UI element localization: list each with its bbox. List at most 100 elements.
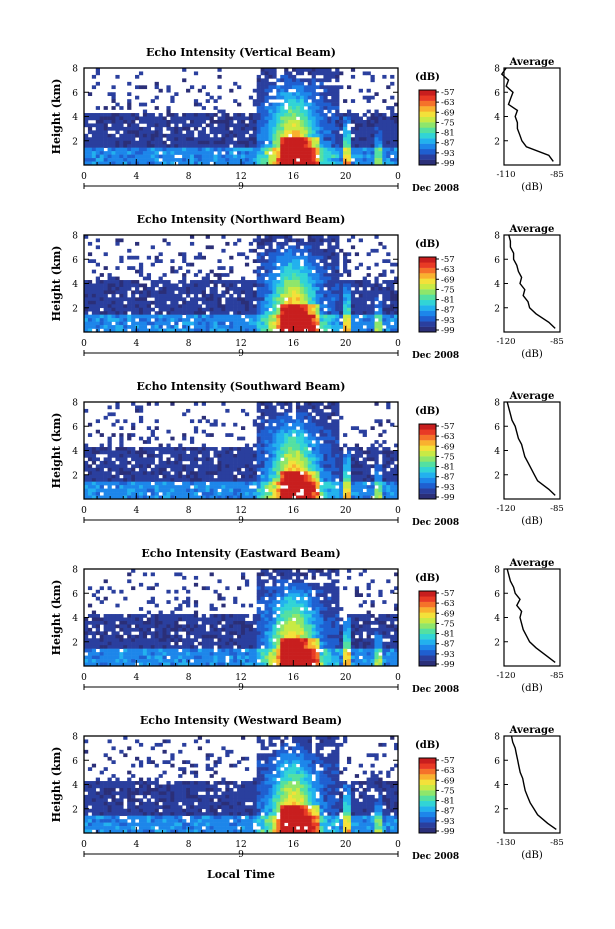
colorbar-frame [418, 89, 437, 166]
heatmap-cell [138, 307, 144, 312]
heatmap-cell [197, 311, 203, 315]
heatmap-cell [366, 137, 371, 142]
heatmap-cell [127, 158, 132, 162]
heatmap-cell [115, 241, 120, 246]
heatmap-cell [244, 488, 250, 493]
heatmap-cell [319, 429, 324, 434]
heatmap-cell [260, 488, 265, 493]
heatmap-cell [331, 579, 336, 584]
heatmap-cell [135, 328, 140, 333]
heatmap-cell [87, 614, 93, 618]
heatmap-cell [295, 440, 301, 444]
heatmap-cell [303, 314, 309, 319]
heatmap-cell [138, 453, 144, 458]
colorbar-swatch [419, 138, 436, 144]
heatmap-cell [217, 140, 222, 145]
heatmap-cell [127, 81, 132, 86]
heatmap-cell [319, 318, 324, 322]
colorbar-swatch [419, 111, 436, 117]
heatmap-cell [319, 450, 324, 455]
heatmap-cell [170, 137, 175, 142]
heatmap-cell [162, 307, 167, 312]
heatmap-cell [284, 144, 289, 148]
heatmap-cell [229, 485, 234, 489]
heatmap-cell [237, 102, 242, 107]
heatmap-cell [103, 328, 108, 333]
heatmap-cell [335, 481, 340, 486]
heatmap-cell [95, 311, 100, 315]
heatmap-cell [123, 137, 128, 142]
heatmap-cell [303, 457, 309, 462]
heatmap-cell [91, 488, 97, 493]
heatmap-cell [386, 321, 391, 326]
heatmap-cell [84, 304, 89, 309]
heatmap-cell [292, 596, 297, 601]
heatmap-cell [248, 248, 254, 253]
heatmap-cell [111, 318, 116, 322]
heatmap-cell [319, 586, 324, 591]
heatmap-cell [260, 78, 265, 83]
heatmap-cell [229, 453, 234, 458]
heatmap-cell [123, 457, 128, 462]
heatmap-cell [343, 123, 348, 128]
heatmap-cell [201, 467, 206, 472]
heatmap-cell [280, 78, 285, 83]
heatmap-cell [107, 412, 112, 417]
heatmap-cell [95, 276, 100, 281]
heatmap-cell [138, 474, 144, 479]
heatmap-cell [256, 81, 261, 86]
heatmap-cell [319, 589, 324, 594]
heatmap-cell [107, 460, 112, 465]
heatmap-cell [307, 130, 312, 135]
heatmap-cell [358, 137, 363, 142]
heatmap-cell [339, 280, 344, 284]
heatmap-cell [244, 450, 250, 455]
heatmap-cell [327, 252, 332, 257]
beam-panel-1: Echo Intensity (Northward Beam)2468Heigh… [50, 213, 564, 361]
heatmap-cell [331, 433, 336, 437]
heatmap-cell [189, 436, 195, 441]
heatmap-cell [288, 130, 293, 135]
heatmap-cell [288, 467, 293, 472]
heatmap-cell [311, 144, 316, 148]
heatmap-cell [331, 582, 336, 587]
heatmap-cell [84, 116, 89, 121]
heatmap-cell [272, 283, 277, 288]
heatmap-cell [84, 161, 89, 166]
heatmap-cell [256, 123, 261, 128]
heatmap-cell [280, 151, 285, 155]
heatmap-cell [256, 99, 261, 103]
heatmap-cell [178, 572, 183, 577]
heatmap-cell [107, 297, 112, 302]
heatmap-cell [237, 151, 242, 155]
heatmap-cell [276, 572, 281, 577]
heatmap-cell [343, 495, 348, 500]
heatmap-cell [107, 328, 112, 333]
heatmap-cell [366, 450, 371, 455]
heatmap-cell [315, 113, 320, 117]
heatmap-cell [295, 262, 301, 267]
heatmap-cell [264, 579, 269, 584]
heatmap-cell [260, 589, 265, 594]
heatmap-cell [154, 130, 159, 135]
heatmap-cell [378, 589, 383, 594]
x-tick-label: 4 [133, 506, 139, 516]
heatmap-cell [131, 481, 136, 486]
heatmap-cell [264, 412, 269, 417]
heatmap-cell [123, 158, 128, 162]
x-tick-label: 0 [81, 506, 87, 516]
heatmap-cell [311, 290, 316, 295]
heatmap-cell [319, 412, 324, 417]
heatmap-cell [362, 471, 367, 476]
heatmap-cell [99, 478, 104, 482]
heatmap-cell [205, 307, 210, 312]
heatmap-cell [280, 255, 285, 260]
heatmap-cell [244, 123, 250, 128]
heatmap-cell [307, 144, 312, 148]
heatmap-cell [264, 314, 269, 319]
heatmap-cell [256, 130, 261, 135]
heatmap-cell [327, 126, 332, 131]
heatmap-cell [390, 106, 395, 110]
heatmap-cell [276, 419, 281, 424]
heatmap-cell [362, 71, 367, 76]
